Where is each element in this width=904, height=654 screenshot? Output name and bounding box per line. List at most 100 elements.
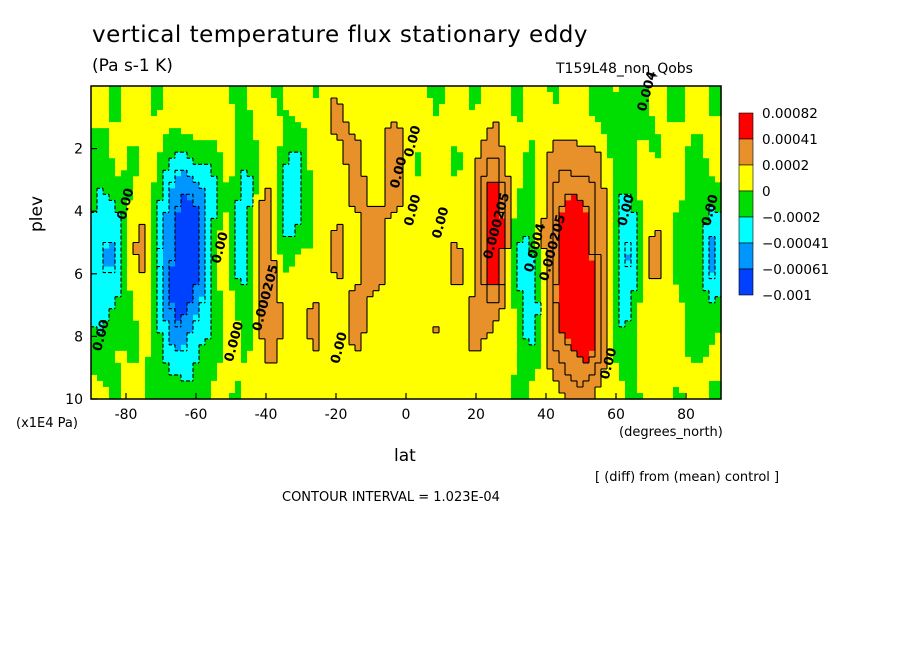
field-cell: [373, 326, 380, 334]
field-cell: [139, 266, 146, 274]
field-cell: [535, 188, 542, 195]
field-cell: [217, 140, 224, 147]
field-cell: [565, 182, 572, 189]
field-cell: [697, 230, 704, 238]
field-cell: [409, 104, 416, 111]
field-cell: [499, 92, 506, 99]
field-cell: [523, 332, 530, 340]
field-cell: [625, 350, 632, 358]
field-cell: [385, 224, 392, 232]
field-cell: [523, 266, 530, 274]
field-cell: [361, 110, 368, 117]
field-cell: [139, 278, 146, 286]
field-cell: [643, 188, 650, 195]
field-cell: [673, 212, 680, 220]
field-cell: [595, 290, 602, 298]
field-cell: [679, 98, 686, 105]
field-cell: [247, 236, 254, 244]
field-cell: [487, 248, 494, 256]
field-cell: [637, 104, 644, 111]
field-cell: [205, 188, 212, 195]
field-cell: [91, 134, 98, 141]
field-cell: [559, 242, 566, 250]
field-cell: [589, 146, 596, 153]
field-cell: [529, 140, 536, 147]
field-cell: [613, 110, 620, 117]
field-cell: [499, 116, 506, 123]
field-cell: [175, 86, 182, 93]
field-cell: [265, 104, 272, 111]
field-cell: [583, 164, 590, 171]
field-cell: [277, 110, 284, 117]
field-cell: [595, 338, 602, 346]
field-cell: [271, 272, 278, 280]
field-cell: [283, 158, 290, 165]
field-cell: [409, 338, 416, 346]
field-cell: [577, 254, 584, 262]
field-cell: [319, 200, 326, 207]
field-cell: [703, 134, 710, 141]
field-cell: [277, 338, 284, 346]
field-cell: [697, 218, 704, 226]
field-cell: [703, 320, 710, 328]
field-cell: [409, 230, 416, 238]
field-cell: [391, 224, 398, 232]
field-cell: [343, 128, 350, 135]
field-cell: [685, 302, 692, 310]
field-cell: [223, 368, 230, 376]
field-cell: [109, 164, 116, 171]
field-cell: [595, 284, 602, 292]
field-cell: [217, 368, 224, 376]
field-cell: [397, 362, 404, 370]
field-cell: [679, 152, 686, 159]
field-cell: [193, 134, 200, 141]
field-cell: [415, 254, 422, 262]
field-cell: [601, 206, 608, 213]
field-cell: [133, 92, 140, 99]
field-cell: [379, 338, 386, 346]
field-cell: [421, 140, 428, 147]
field-cell: [283, 206, 290, 213]
field-cell: [145, 296, 152, 304]
field-cell: [343, 356, 350, 364]
field-cell: [463, 290, 470, 298]
field-cell: [439, 158, 446, 165]
field-cell: [181, 86, 188, 93]
field-cell: [505, 296, 512, 304]
field-cell: [307, 362, 314, 370]
field-cell: [457, 266, 464, 274]
field-cell: [451, 260, 458, 268]
field-cell: [163, 308, 170, 316]
field-cell: [367, 236, 374, 244]
field-cell: [451, 164, 458, 171]
field-cell: [307, 134, 314, 141]
field-cell: [547, 170, 554, 177]
field-cell: [145, 122, 152, 129]
field-cell: [457, 284, 464, 292]
field-cell: [157, 362, 164, 370]
field-cell: [403, 86, 410, 93]
field-cell: [187, 170, 194, 177]
field-cell: [133, 158, 140, 165]
field-cell: [703, 164, 710, 171]
field-cell: [397, 290, 404, 298]
field-cell: [121, 320, 128, 328]
field-cell: [553, 266, 560, 274]
field-cell: [499, 200, 506, 207]
field-cell: [583, 200, 590, 207]
field-cell: [211, 344, 218, 352]
field-cell: [385, 332, 392, 340]
field-cell: [571, 86, 578, 93]
field-cell: [241, 296, 248, 304]
field-cell: [469, 158, 476, 165]
field-cell: [319, 134, 326, 141]
field-cell: [295, 308, 302, 316]
field-cell: [145, 152, 152, 159]
field-cell: [463, 206, 470, 213]
field-cell: [535, 302, 542, 310]
field-cell: [169, 140, 176, 147]
field-cell: [415, 218, 422, 226]
field-cell: [289, 218, 296, 226]
field-cell: [577, 194, 584, 201]
field-cell: [613, 350, 620, 358]
